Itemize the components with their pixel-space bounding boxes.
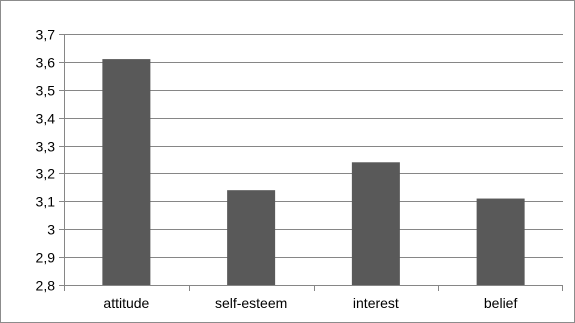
y-tick-label: 3,1 [36, 194, 56, 210]
axes [59, 34, 563, 291]
y-axis-tick-labels: 2,8 2,9 3 3,1 3,2 3,3 3,4 3,5 3,6 3,7 [36, 27, 56, 294]
x-category-label: belief [484, 295, 518, 311]
bars [102, 59, 525, 285]
y-tick-label: 3,4 [36, 111, 56, 127]
x-axis-category-labels: attitude self-esteem interest belief [103, 295, 517, 311]
x-category-label: attitude [103, 295, 149, 311]
y-tick-label: 2,8 [36, 278, 56, 294]
y-tick-label: 3,7 [36, 27, 56, 43]
y-tick-label: 3 [47, 222, 55, 238]
x-category-label: interest [353, 295, 399, 311]
y-tick-label: 3,6 [36, 55, 56, 71]
y-tick-label: 3,5 [36, 83, 56, 99]
bar-attitude [102, 59, 151, 285]
y-tick-label: 3,3 [36, 139, 56, 155]
y-tick-label: 3,2 [36, 166, 56, 182]
x-category-label: self-esteem [215, 295, 287, 311]
y-tick-label: 2,9 [36, 250, 56, 266]
bar-self-esteem [227, 190, 276, 285]
bar-interest [351, 162, 400, 285]
bar-belief [476, 198, 525, 285]
